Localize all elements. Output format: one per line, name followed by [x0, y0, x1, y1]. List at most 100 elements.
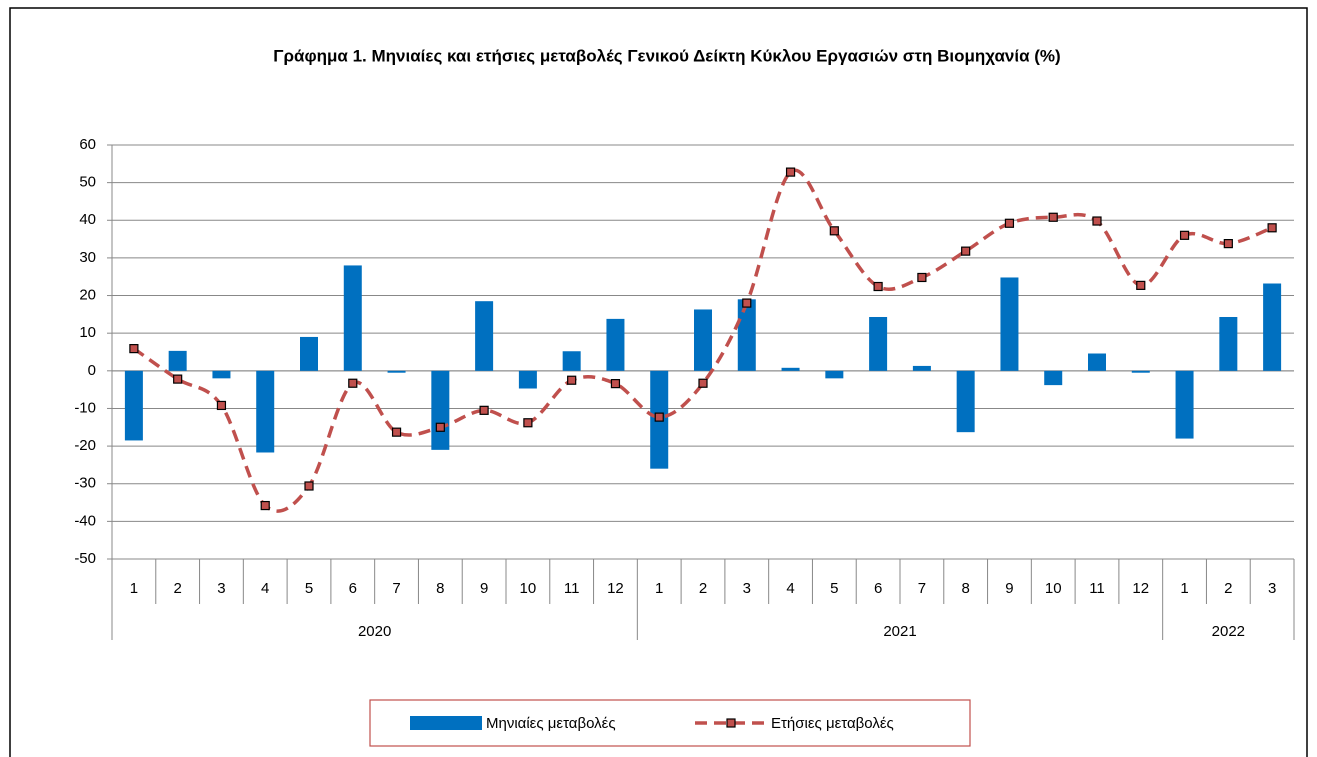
- line-marker: [479, 405, 489, 415]
- x-tick-label: 3: [743, 580, 751, 597]
- line-marker: [216, 400, 227, 411]
- line-marker: [1267, 223, 1277, 233]
- x-tick-label: 2: [699, 580, 707, 597]
- x-tick-label: 7: [392, 580, 400, 597]
- x-tick-label: 2: [173, 580, 181, 597]
- line-marker: [961, 246, 971, 256]
- bar: [1000, 277, 1019, 371]
- line-marker: [1179, 230, 1190, 240]
- x-tick-label: 5: [305, 580, 313, 597]
- x-tick-label: 8: [436, 580, 444, 597]
- line-marker: [654, 412, 664, 422]
- y-tick-label: -20: [74, 437, 96, 454]
- legend: Μηνιαίες μεταβολές Ετήσιες μεταβολές: [369, 699, 971, 747]
- x-tick-label: 10: [1045, 580, 1062, 597]
- y-tick-label: -50: [74, 550, 96, 567]
- y-tick-label: 10: [79, 324, 96, 341]
- x-tick-label: 6: [874, 580, 882, 597]
- line-marker: [698, 378, 708, 388]
- bar: [825, 370, 844, 379]
- line-marker: [391, 427, 402, 437]
- line-marker: [1004, 218, 1015, 228]
- line-marker: [435, 422, 445, 432]
- chart-frame: [9, 7, 1308, 757]
- group-label: 2021: [883, 623, 916, 640]
- bar: [1175, 370, 1194, 439]
- x-tick-label: 6: [349, 580, 357, 597]
- group-label: 2022: [1212, 623, 1245, 640]
- x-tick-label: 11: [564, 580, 580, 597]
- x-tick-label: 1: [655, 580, 663, 597]
- bar: [300, 336, 318, 371]
- y-tick-label: 60: [79, 136, 96, 153]
- line-marker: [129, 344, 139, 354]
- x-tick-label: 12: [1132, 580, 1149, 597]
- line-marker: [610, 379, 621, 389]
- line-marker: [304, 481, 314, 491]
- bar: [869, 316, 888, 371]
- line: [132, 168, 1273, 513]
- y-tick-label: -30: [74, 475, 96, 492]
- bar: [956, 370, 975, 433]
- bar: [1044, 370, 1063, 386]
- bar: [168, 350, 187, 371]
- x-tick-label: 3: [217, 580, 225, 597]
- line-marker: [567, 375, 577, 385]
- y-tick-label: 20: [79, 287, 96, 304]
- legend-label: Ετήσιες μεταβολές: [771, 715, 894, 732]
- plot: [124, 167, 1282, 513]
- line-marker: [1048, 212, 1058, 222]
- bar: [606, 318, 625, 371]
- bar: [694, 309, 712, 371]
- y-tick-label: 40: [79, 211, 96, 228]
- bar: [1088, 353, 1106, 371]
- bar: [212, 370, 231, 379]
- x-tick-label: 4: [261, 580, 269, 597]
- x-tick-label: 11: [1089, 580, 1105, 597]
- x-tick-label: 9: [1005, 580, 1013, 597]
- x-tick-label: 10: [520, 580, 537, 597]
- bar: [387, 370, 406, 373]
- line-marker: [1136, 280, 1146, 290]
- bar: [256, 370, 275, 453]
- x-tick-label: 2: [1224, 580, 1232, 597]
- x-tick-label: 7: [918, 580, 926, 597]
- x-tick-label: 9: [480, 580, 488, 597]
- bar: [1263, 283, 1282, 371]
- bar: [343, 265, 362, 371]
- bar: [475, 301, 494, 371]
- bar: [781, 367, 800, 371]
- y-tick-label: -40: [74, 512, 96, 529]
- x-tick-label: 8: [961, 580, 969, 597]
- line-marker: [260, 500, 270, 511]
- bar: [562, 351, 581, 371]
- x-tick-label: 4: [786, 580, 794, 597]
- y-tick-label: 50: [79, 174, 96, 191]
- line-marker: [523, 418, 533, 428]
- bar: [1219, 316, 1238, 371]
- bar: [518, 370, 537, 389]
- bar: [1131, 370, 1150, 373]
- group-label: 2020: [358, 623, 391, 640]
- line-marker: [1223, 239, 1233, 249]
- line-marker: [742, 298, 752, 308]
- line-marker: [173, 374, 183, 384]
- bar: [737, 299, 756, 371]
- line-marker: [873, 281, 883, 292]
- legend-swatch-marker: [726, 718, 736, 728]
- line-marker: [1092, 216, 1102, 226]
- x-tick-label: 3: [1268, 580, 1276, 597]
- bar: [431, 370, 450, 450]
- legend-swatch: [410, 716, 482, 730]
- x-tick-label: 1: [130, 580, 138, 597]
- line-marker: [829, 226, 839, 236]
- line-marker: [917, 272, 927, 283]
- legend-label: Μηνιαίες μεταβολές: [486, 715, 616, 732]
- x-tick-label: 1: [1180, 580, 1188, 597]
- y-tick-label: -10: [74, 399, 96, 416]
- chart-title: Γράφημα 1. Μηνιαίες και ετήσιες μεταβολέ…: [273, 46, 1060, 65]
- y-tick-label: 0: [88, 362, 96, 379]
- x-tick-label: 12: [607, 580, 624, 597]
- bar: [912, 365, 931, 371]
